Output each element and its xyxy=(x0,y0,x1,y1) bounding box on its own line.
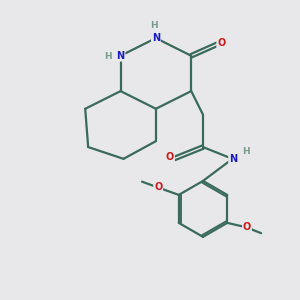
Text: H: H xyxy=(151,21,158,30)
Text: O: O xyxy=(166,152,174,162)
Text: H: H xyxy=(242,147,250,156)
Text: O: O xyxy=(243,222,251,232)
Text: N: N xyxy=(152,33,160,43)
Text: O: O xyxy=(217,38,225,47)
Text: N: N xyxy=(229,154,237,164)
Text: N: N xyxy=(116,51,124,61)
Text: O: O xyxy=(154,182,162,192)
Text: H: H xyxy=(104,52,112,61)
